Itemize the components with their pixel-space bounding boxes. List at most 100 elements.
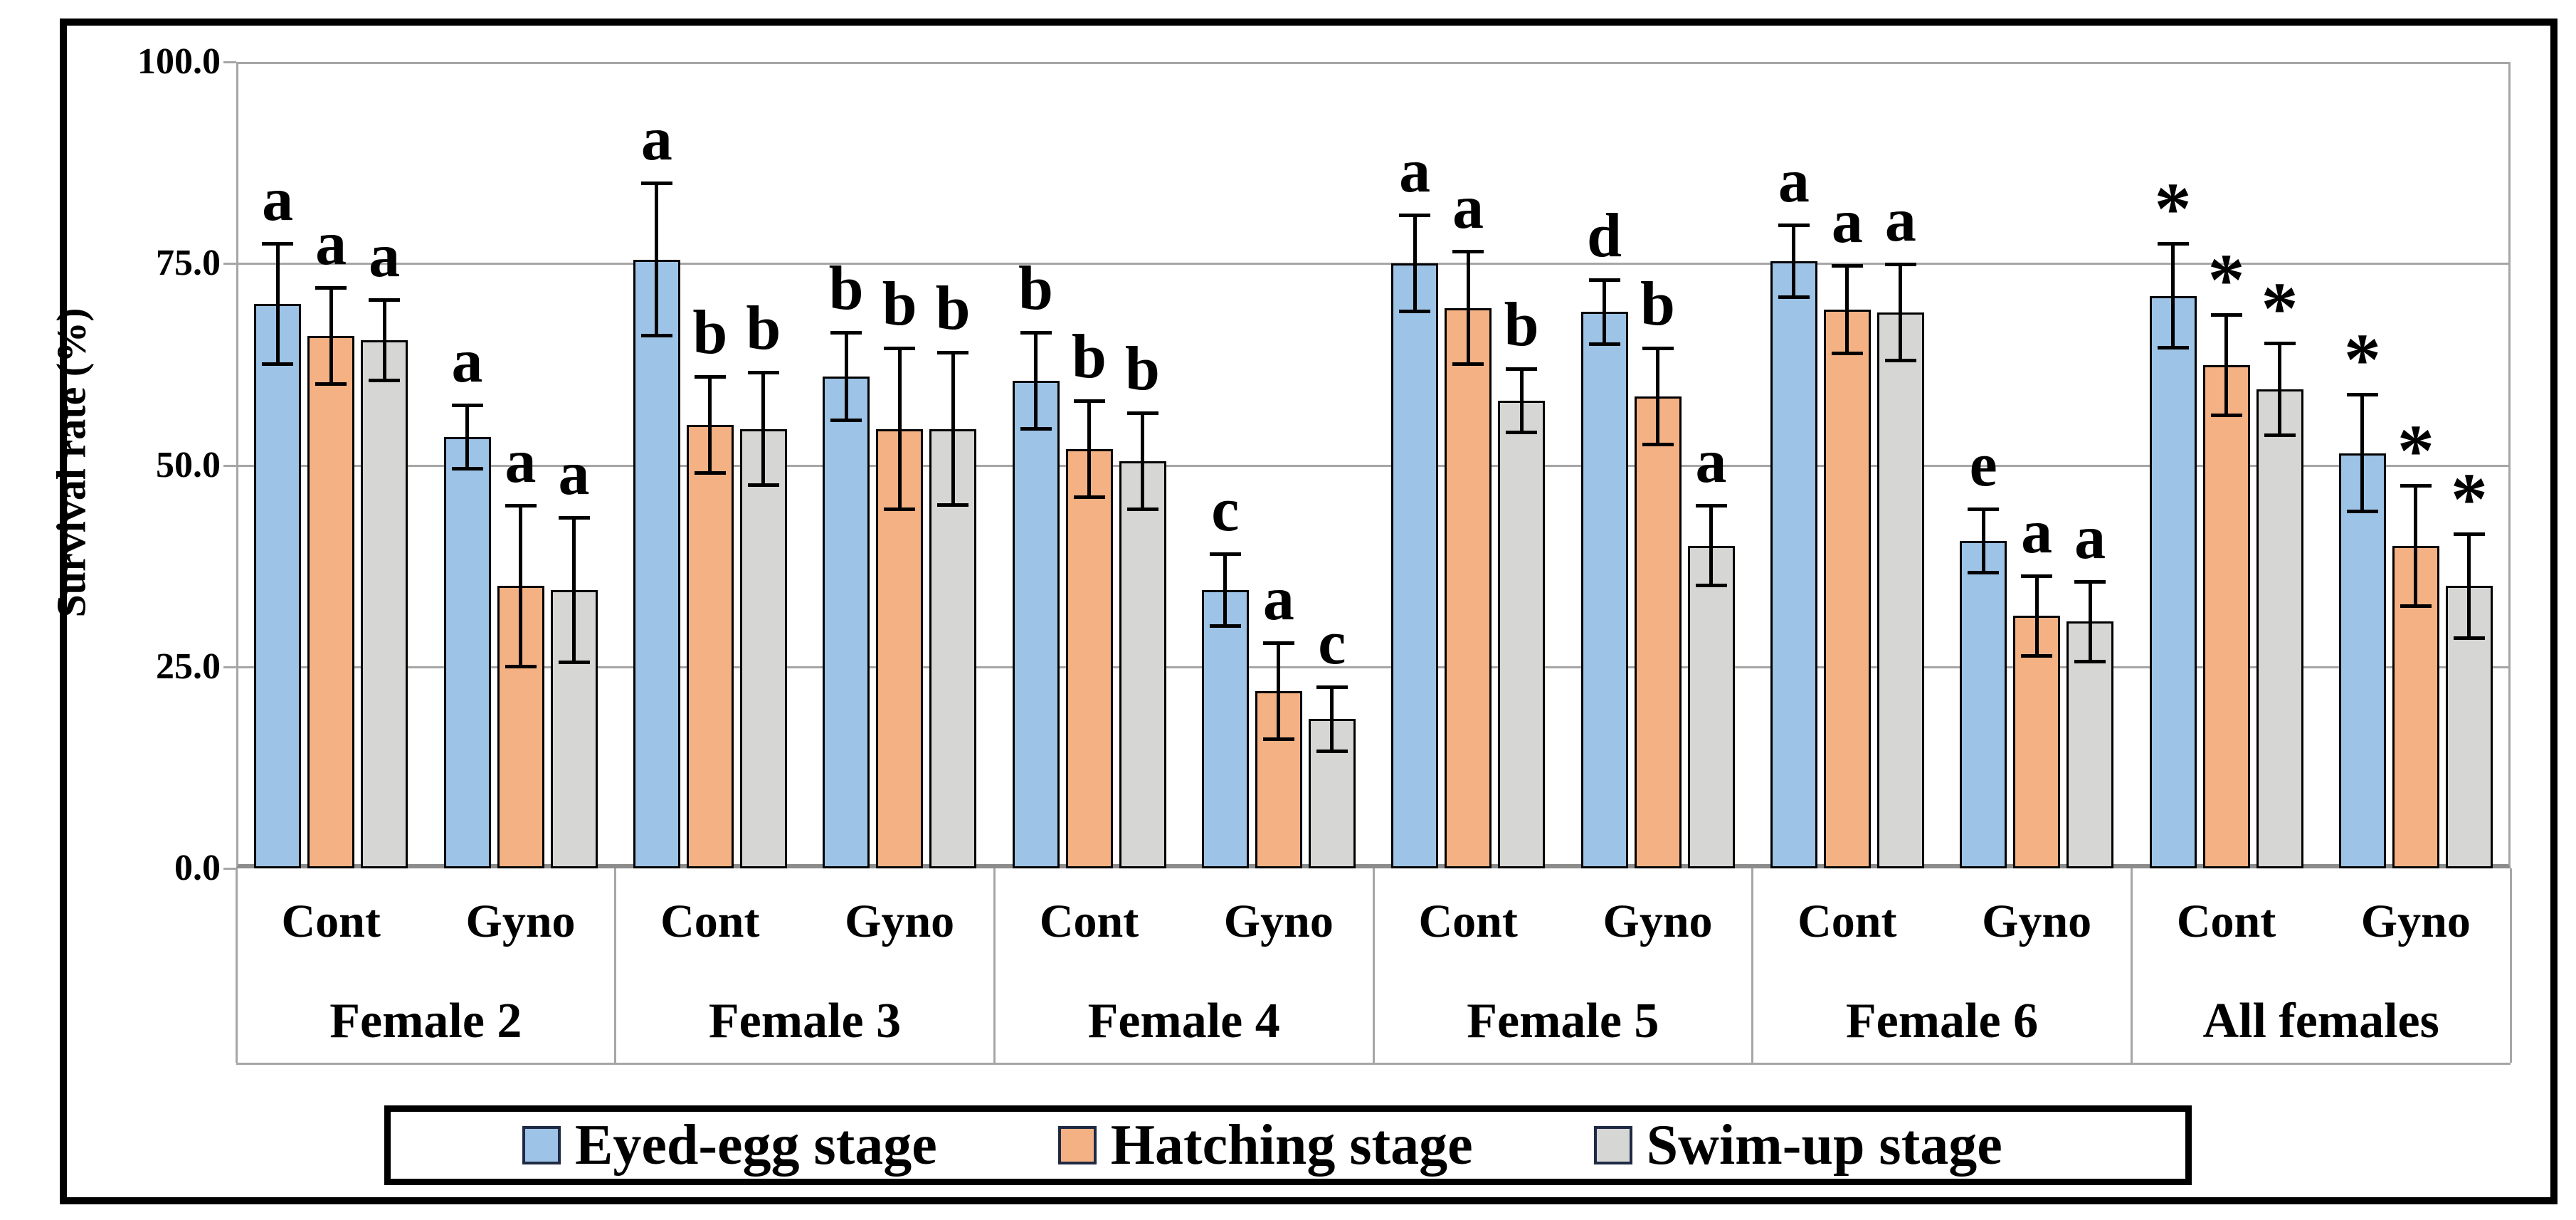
legend-swatch-icon <box>522 1126 561 1164</box>
y-tick-label: 25.0 <box>156 646 221 687</box>
error-bar <box>1141 412 1144 510</box>
error-bar-cap-bottom <box>2021 654 2053 658</box>
error-bar-cap-top <box>1695 504 1727 508</box>
error-bar-cap-bottom <box>1778 295 1810 299</box>
error-bar-cap-bottom <box>1316 749 1348 753</box>
error-bar-cap-top <box>2346 392 2378 396</box>
error-bar-cap-bottom <box>884 507 916 511</box>
subgroup-label-cont: Cont <box>1798 895 1897 947</box>
error-bar-cap-bottom <box>2453 636 2485 641</box>
bar-Female-3-Gyno-2 <box>876 428 924 868</box>
significance-asterisk: * <box>2343 318 2381 401</box>
bar-Female-6-Cont-3 <box>1876 312 1924 868</box>
error-bar-cap-bottom <box>2264 433 2296 437</box>
significance-letter: a <box>369 221 401 291</box>
error-bar-cap-top <box>369 298 401 303</box>
error-bar-cap-top <box>315 286 347 290</box>
significance-asterisk: * <box>2154 167 2192 250</box>
error-bar <box>1466 251 1470 364</box>
group-label-female-5: Female 5 <box>1467 994 1659 1048</box>
error-bar-cap-top <box>558 516 590 520</box>
significance-letter: a <box>262 164 294 234</box>
y-tick-mark-75 <box>223 263 236 265</box>
bar-Female-5-Cont-3 <box>1498 400 1546 868</box>
group-separator <box>2509 868 2512 1063</box>
subgroup-label-gyno: Gyno <box>1223 895 1334 947</box>
error-bar-cap-top <box>2021 574 2053 578</box>
error-bar-cap-top <box>830 330 862 335</box>
bar-Female-2-Cont-1 <box>254 303 302 868</box>
significance-letter: a <box>2074 503 2106 572</box>
error-bar <box>1656 348 1659 446</box>
significance-letter: c <box>1211 475 1240 545</box>
error-bar-cap-bottom <box>2400 604 2432 608</box>
bar-Female-3-Cont-2 <box>686 424 734 868</box>
error-bar <box>1413 215 1417 312</box>
error-bar-cap-top <box>1262 641 1294 645</box>
error-bar <box>1277 642 1281 740</box>
error-bar-cap-top <box>1588 278 1620 282</box>
bar-Female-5-Cont-2 <box>1445 307 1492 868</box>
subgroup-label-cont: Cont <box>1039 895 1139 947</box>
error-bar-cap-bottom <box>1642 443 1674 447</box>
error-bar-cap-bottom <box>1831 352 1863 356</box>
significance-asterisk: * <box>2207 238 2245 321</box>
error-bar <box>382 300 386 381</box>
group-separator <box>2130 868 2133 1063</box>
error-bar-cap-top <box>2074 579 2106 584</box>
bar-Female-4-Gyno-1 <box>1201 590 1249 868</box>
legend-label: Swim-up stage <box>1646 1114 2002 1177</box>
error-bar-cap-bottom <box>2210 414 2242 418</box>
significance-letter: a <box>1452 173 1484 243</box>
y-tick-label: 100.0 <box>137 41 221 82</box>
significance-letter: a <box>1695 427 1727 497</box>
significance-letter: b <box>1072 322 1107 391</box>
bar-Female-4-Cont-2 <box>1065 448 1113 868</box>
error-bar <box>1845 265 1849 354</box>
legend: Eyed-egg stage Hatching stage Swim-up stag… <box>384 1105 2192 1185</box>
bar-Female-6-Cont-2 <box>1823 309 1871 868</box>
bar-Female-3-Cont-3 <box>739 428 787 868</box>
error-bar <box>1223 554 1228 627</box>
legend-swatch-icon <box>1593 1126 1632 1164</box>
legend-label: Eyed-egg stage <box>575 1114 937 1177</box>
y-tick-mark-50 <box>223 464 236 467</box>
group-separator <box>614 868 617 1063</box>
bar-Female-3-Gyno-1 <box>823 376 870 868</box>
significance-letter: a <box>505 427 537 497</box>
subgroup-label-gyno: Gyno <box>2360 895 2471 947</box>
error-bar-cap-top <box>1884 263 1916 267</box>
error-bar-cap-top <box>262 241 294 246</box>
group-label-female-4: Female 4 <box>1087 994 1280 1048</box>
error-bar-cap-bottom <box>1695 584 1727 588</box>
error-bar <box>951 352 955 506</box>
significance-letter: e <box>1969 430 1997 500</box>
error-bar-cap-top <box>1506 367 1538 371</box>
significance-letter: b <box>935 273 971 343</box>
error-bar <box>329 288 333 385</box>
error-bar <box>708 376 712 473</box>
error-bar-cap-bottom <box>451 467 483 471</box>
error-bar-cap-top <box>1399 214 1431 218</box>
error-bar-cap-bottom <box>1452 362 1484 366</box>
error-bar-cap-bottom <box>558 661 590 665</box>
y-tick-mark-25 <box>223 666 236 668</box>
error-bar-cap-top <box>884 347 916 351</box>
group-label-female-2: Female 2 <box>329 994 522 1048</box>
error-bar <box>1792 224 1796 298</box>
significance-letter: a <box>1399 137 1431 206</box>
error-bar-cap-top <box>1126 411 1158 415</box>
bar-Female-2-Cont-3 <box>361 340 408 868</box>
error-bar-cap-top <box>1020 330 1052 335</box>
error-bar-cap-bottom <box>937 503 969 508</box>
error-bar <box>519 505 522 667</box>
error-bar-cap-top <box>2453 532 2485 536</box>
error-bar-cap-bottom <box>315 382 347 386</box>
error-bar-cap-bottom <box>1209 624 1241 629</box>
significance-letter: c <box>1318 609 1346 678</box>
legend-swatch-icon <box>1057 1126 1097 1164</box>
legend-item-2: Hatching stage <box>1057 1117 1473 1174</box>
error-bar <box>655 182 659 337</box>
gridline-50 <box>236 464 2511 467</box>
error-bar-cap-top <box>1209 552 1241 557</box>
